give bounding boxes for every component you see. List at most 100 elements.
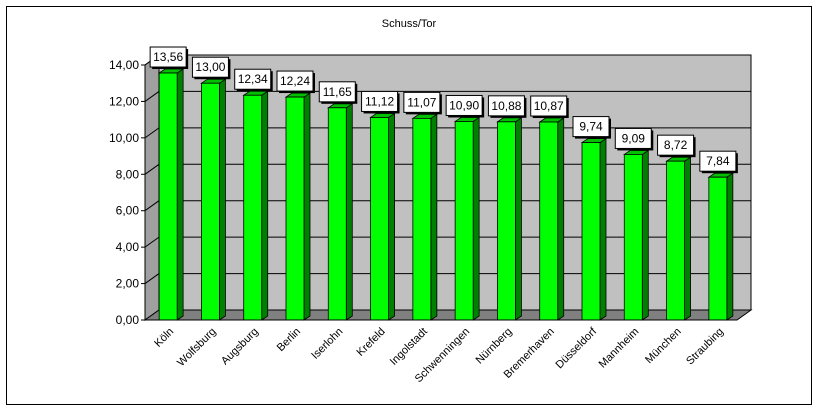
bar: [369, 112, 396, 321]
gridline-side: [144, 200, 160, 212]
bar: [200, 78, 227, 321]
data-label-text: 13,56: [153, 50, 183, 64]
bar-side: [261, 90, 269, 321]
data-label-box: [487, 95, 525, 117]
data-label-text: 7,84: [706, 154, 730, 168]
data-label-text: 10,90: [449, 98, 479, 112]
data-label-text: 9,09: [622, 131, 646, 145]
side-wall: [144, 54, 160, 321]
data-label-box: [530, 95, 568, 117]
data-label: 13,56: [149, 46, 189, 70]
data-label-box: [572, 116, 610, 138]
bar: [496, 117, 523, 321]
bar: [580, 137, 608, 321]
bar: [157, 68, 185, 321]
gridline-side: [144, 236, 160, 248]
y-tick-label: 0,00: [116, 313, 140, 327]
bar-front: [412, 117, 432, 321]
bar-front: [666, 160, 685, 321]
data-label: 12,24: [276, 70, 315, 94]
data-label-box: [276, 70, 314, 92]
data-label-box: [699, 150, 737, 172]
y-tick-label: 6,00: [116, 204, 140, 218]
data-label-text: 13,00: [195, 60, 225, 74]
x-tick-label: Krefeld: [355, 326, 388, 359]
bar-front: [454, 121, 474, 321]
x-tick-label: München: [643, 326, 683, 366]
data-label: 9,09: [614, 127, 654, 151]
bar-front: [327, 107, 347, 321]
y-tick-label: 10,00: [109, 131, 139, 145]
gridline-side: [144, 91, 160, 102]
data-label-text: 11,65: [323, 85, 352, 99]
data-label-box: [361, 90, 399, 112]
bar-side: [599, 137, 607, 321]
data-label-text: 12,34: [238, 72, 268, 86]
gridline-side: [144, 127, 160, 139]
gridline-side: [144, 273, 160, 284]
bar-front: [285, 96, 305, 321]
bar: [453, 116, 481, 321]
data-label-text: 12,24: [280, 74, 310, 88]
bar-side: [388, 112, 395, 321]
bar: [242, 90, 270, 321]
bar-front: [370, 117, 389, 321]
data-label-text: 8,72: [664, 138, 688, 152]
data-label-text: 9,74: [579, 120, 603, 134]
bar: [707, 172, 735, 321]
bar-side: [641, 149, 649, 321]
data-label: 9,74: [572, 116, 611, 139]
bar-side: [557, 117, 565, 321]
bar: [411, 113, 439, 321]
bar-front: [539, 121, 559, 321]
data-label-text: 11,12: [365, 94, 394, 108]
data-label-box: [149, 46, 187, 68]
y-tick-label: 8,00: [116, 167, 140, 181]
x-tick-label: Mannheim: [597, 326, 642, 371]
x-tick-label: Ingolstadt: [388, 326, 430, 368]
bar-front: [497, 121, 516, 321]
bar: [665, 156, 692, 321]
data-label-box: [403, 91, 441, 113]
bar-side: [515, 117, 522, 321]
x-tick-label: Wolfsburg: [175, 326, 218, 369]
data-label: 11,12: [361, 90, 400, 114]
bar: [284, 92, 312, 321]
y-axis: 0,00 2,00 4,00 6,00 8,00 10,00 12,00 14,00: [109, 58, 146, 327]
plot-area: [143, 54, 753, 321]
bar-side: [345, 103, 353, 321]
data-label-box: [445, 94, 483, 116]
data-labels: 13,56 13,00 12,34 12,24 11,65 11,12 11,07 10,90…: [149, 46, 738, 174]
y-tick-label: 12,00: [109, 94, 139, 108]
bar: [326, 103, 354, 321]
data-label-box: [234, 68, 272, 90]
data-label: 8,72: [657, 134, 696, 158]
x-tick-label: Köln: [152, 326, 176, 350]
bar-side: [176, 68, 184, 321]
bar-side: [684, 156, 691, 321]
data-label: 10,87: [530, 95, 569, 119]
x-tick-label: Iserlohn: [309, 326, 345, 362]
y-tick-label: 4,00: [116, 240, 140, 254]
bar: [622, 149, 650, 321]
data-label-box: [318, 81, 356, 103]
bar-side: [726, 172, 734, 321]
bar-front: [623, 154, 643, 321]
bar-side: [303, 92, 311, 321]
chart-title: Schuss/Tor: [382, 18, 437, 30]
x-tick-label: Straubing: [684, 326, 726, 368]
bar-front: [243, 94, 263, 321]
x-tick-label: Düsseldorf: [553, 325, 599, 371]
data-label-box: [657, 134, 695, 156]
gridline-side: [144, 163, 160, 175]
bar-side: [430, 113, 438, 321]
data-label: 12,34: [234, 68, 273, 92]
bar-front: [201, 82, 220, 321]
data-label: 11,07: [403, 91, 442, 115]
bar: [538, 117, 566, 321]
bar-side: [219, 78, 226, 321]
x-tick-label: Augsburg: [219, 326, 261, 368]
bar-side: [472, 116, 480, 321]
